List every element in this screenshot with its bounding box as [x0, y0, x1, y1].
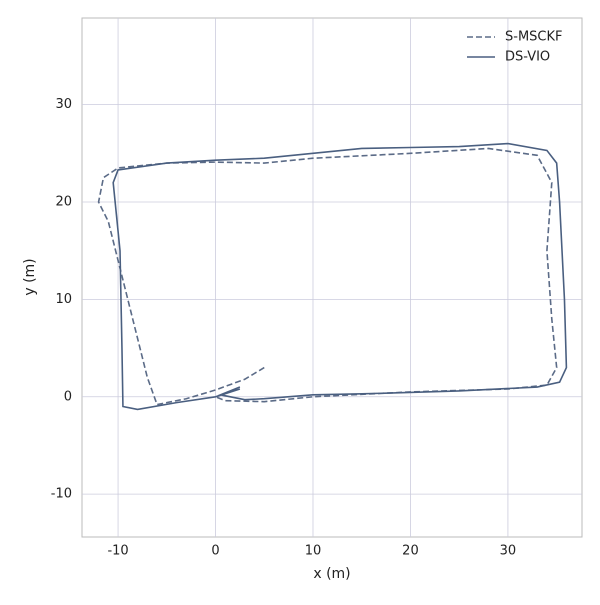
y-tick-label: 20 [55, 195, 72, 210]
x-axis-label: x (m) [313, 566, 350, 582]
x-tick-label: 0 [211, 544, 219, 559]
x-tick-label: -10 [107, 544, 128, 559]
y-tick-label: 0 [64, 389, 72, 404]
x-tick-label: 10 [305, 544, 322, 559]
legend-label: S-MSCKF [505, 30, 563, 45]
y-tick-label: 10 [55, 292, 72, 307]
x-tick-label: 20 [402, 544, 419, 559]
plot-area [81, 17, 583, 538]
y-tick-label: -10 [51, 487, 72, 502]
legend-label: DS-VIO [505, 50, 550, 65]
trajectory-line [112, 142, 568, 411]
y-tick-label: 30 [55, 97, 72, 112]
y-axis-label: y (m) [22, 258, 38, 295]
x-tick-label: 30 [500, 544, 517, 559]
